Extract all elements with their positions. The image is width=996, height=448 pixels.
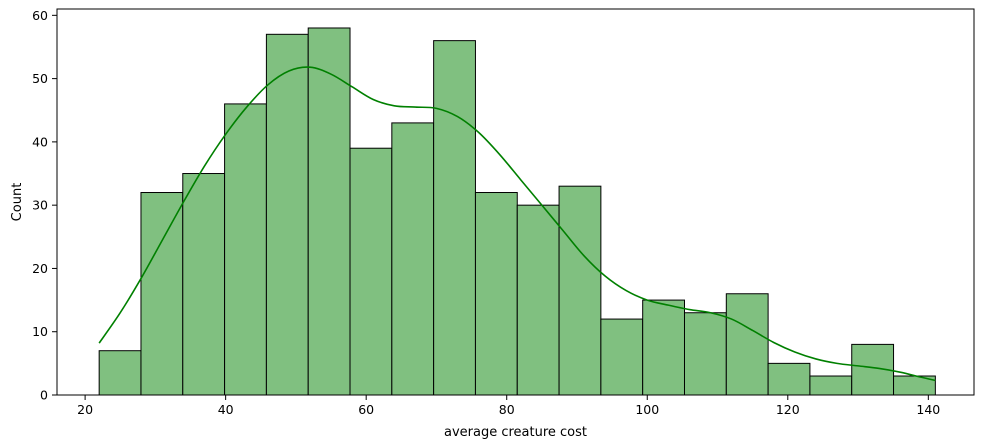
histogram-bar xyxy=(474,192,518,396)
y-tick-label: 40 xyxy=(32,134,48,149)
plot-frame xyxy=(56,8,975,396)
y-tick-label: 30 xyxy=(32,198,48,213)
x-tick-label: 120 xyxy=(776,402,800,417)
histogram-bar xyxy=(349,147,393,396)
x-tick-label: 140 xyxy=(916,402,940,417)
y-tick-label: 10 xyxy=(32,324,48,339)
histogram-bar xyxy=(140,192,184,396)
histogram-bar xyxy=(307,27,351,396)
histogram-bar xyxy=(433,40,476,396)
histogram-bar xyxy=(516,204,560,396)
histogram-bar xyxy=(391,122,435,396)
histogram-bar xyxy=(725,293,769,396)
x-tick-label: 20 xyxy=(77,402,93,417)
x-tick-label: 40 xyxy=(218,402,234,417)
x-tick-label: 80 xyxy=(499,402,515,417)
histogram-bar xyxy=(265,33,309,396)
kde-curve xyxy=(98,66,936,382)
y-tick-label: 60 xyxy=(32,8,48,23)
histogram-bar xyxy=(642,299,685,396)
histogram-bar xyxy=(558,185,602,396)
y-axis-label: Count xyxy=(10,183,25,222)
y-tick-label: 0 xyxy=(40,388,48,403)
histogram-bar xyxy=(809,375,853,396)
x-axis-ticks: 20 40 60 80 100 120 140 xyxy=(77,395,940,417)
histogram-bar xyxy=(224,103,267,396)
x-axis-label: average creature cost xyxy=(444,425,587,440)
histogram-bar xyxy=(600,318,644,396)
histogram-bar xyxy=(98,350,142,396)
y-tick-label: 50 xyxy=(32,71,48,86)
histogram-bar xyxy=(182,173,226,396)
histogram-bar xyxy=(767,362,811,396)
y-axis-ticks: 0 10 20 30 40 50 60 xyxy=(32,8,57,403)
y-tick-label: 20 xyxy=(32,261,48,276)
x-tick-label: 60 xyxy=(358,402,374,417)
histogram-bars xyxy=(98,27,936,396)
x-tick-label: 100 xyxy=(635,402,659,417)
histogram-bar xyxy=(683,312,727,396)
